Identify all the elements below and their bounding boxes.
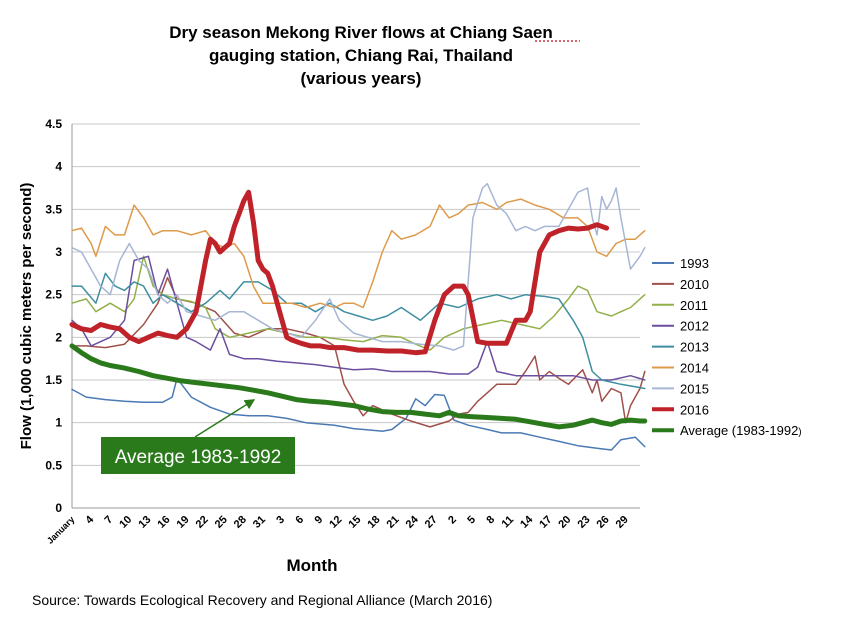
chart-title: Dry season Mekong River flows at Chiang … bbox=[169, 23, 580, 88]
y-tick-label: 0 bbox=[55, 501, 62, 515]
x-tick-label: 2 bbox=[446, 514, 459, 527]
x-tick-label: 24 bbox=[404, 513, 422, 531]
x-tick-label: January bbox=[45, 514, 76, 545]
average-callout: Average 1983-1992 bbox=[101, 399, 295, 474]
x-tick-label: 16 bbox=[155, 514, 172, 531]
series-line-7 bbox=[69, 189, 610, 356]
x-tick-labels: January 4 7 10 13 16 19 22 25 28 31 3 6 9 12 15 18 21 24 27… bbox=[45, 513, 631, 546]
y-tick-labels: 0 0.5 1 1.5 2 2.5 3 3.5 4 4.5 bbox=[45, 117, 62, 515]
y-tick-label: 2.5 bbox=[45, 288, 62, 302]
x-tick-label: 7 bbox=[102, 514, 115, 527]
x-tick-label: 23 bbox=[575, 514, 592, 531]
series-line-3 bbox=[71, 255, 646, 381]
series-line-0 bbox=[71, 377, 646, 451]
y-tick-label: 2 bbox=[55, 330, 62, 344]
legend-label: 2015 bbox=[680, 381, 709, 396]
x-tick-label: 4 bbox=[83, 513, 96, 526]
x-tick-label: 31 bbox=[251, 514, 268, 531]
legend-label: 2010 bbox=[680, 277, 709, 292]
x-tick-label: 11 bbox=[500, 514, 517, 531]
legend-label: 2011 bbox=[680, 298, 708, 313]
series-line-2 bbox=[71, 255, 646, 351]
legend-label: Average (1983-1992) bbox=[680, 423, 802, 438]
chart-title-line-3: (various years) bbox=[301, 69, 422, 88]
legend-label: 2013 bbox=[680, 340, 709, 355]
x-tick-label: 15 bbox=[346, 514, 363, 531]
average-callout-arrow bbox=[194, 399, 256, 438]
legend-label-suffix: ) bbox=[798, 427, 801, 438]
x-tick-label: 22 bbox=[194, 514, 211, 531]
y-tick-label: 4 bbox=[55, 160, 62, 174]
x-axis-label: Month bbox=[287, 556, 338, 575]
y-tick-label: 4.5 bbox=[45, 117, 62, 131]
y-axis-label: Flow (1,000 cubic meters per second) bbox=[18, 183, 35, 450]
x-tick-label: 18 bbox=[365, 514, 382, 531]
x-tick-label: 26 bbox=[595, 514, 612, 531]
x-tick-label: 13 bbox=[136, 514, 153, 531]
series-line-6 bbox=[71, 182, 646, 351]
series-line-5 bbox=[71, 198, 646, 309]
axes bbox=[71, 124, 640, 509]
legend-label: 2016 bbox=[680, 402, 709, 417]
x-tick-label: 29 bbox=[614, 514, 631, 531]
x-tick-label: 27 bbox=[423, 514, 440, 531]
average-callout-text: Average 1983-1992 bbox=[115, 447, 282, 468]
y-tick-label: 0.5 bbox=[45, 458, 62, 472]
x-tick-label: 28 bbox=[232, 514, 249, 531]
y-tick-label: 1 bbox=[55, 416, 62, 430]
x-tick-label: 19 bbox=[175, 514, 192, 531]
x-tick-label: 6 bbox=[293, 514, 306, 527]
x-tick-label: 12 bbox=[327, 514, 344, 531]
legend: 1993 2010 2011 2012 2013 2014 2015 2016 Average … bbox=[652, 256, 802, 438]
source-note: Source: Towards Ecological Recovery and … bbox=[32, 592, 492, 608]
y-tick-label: 1.5 bbox=[45, 373, 62, 387]
x-tick-label: 21 bbox=[385, 514, 402, 531]
legend-label: 1993 bbox=[680, 256, 709, 271]
x-tick-label: 8 bbox=[484, 514, 497, 527]
x-tick-label: 5 bbox=[465, 514, 478, 527]
x-tick-label: 17 bbox=[537, 514, 554, 531]
chart-title-line-2: gauging station, Chiang Rai, Thailand bbox=[209, 46, 513, 65]
legend-label: 2012 bbox=[680, 319, 709, 334]
legend-label: 2014 bbox=[680, 361, 709, 376]
y-tick-label: 3.5 bbox=[45, 202, 62, 216]
x-tick-label: 14 bbox=[518, 513, 536, 531]
series-line-4 bbox=[71, 272, 646, 390]
x-tick-label: 10 bbox=[117, 514, 134, 531]
series-lines bbox=[69, 182, 648, 451]
series-line-8 bbox=[69, 343, 648, 430]
x-tick-label: 3 bbox=[274, 514, 287, 527]
chart-title-line-1: Dry season Mekong River flows at Chiang … bbox=[169, 23, 553, 42]
x-tick-label: 9 bbox=[313, 514, 326, 527]
y-tick-label: 3 bbox=[55, 245, 62, 259]
x-tick-label: 25 bbox=[213, 514, 230, 531]
x-tick-label: 20 bbox=[556, 514, 573, 531]
average-callout-box bbox=[101, 437, 295, 474]
